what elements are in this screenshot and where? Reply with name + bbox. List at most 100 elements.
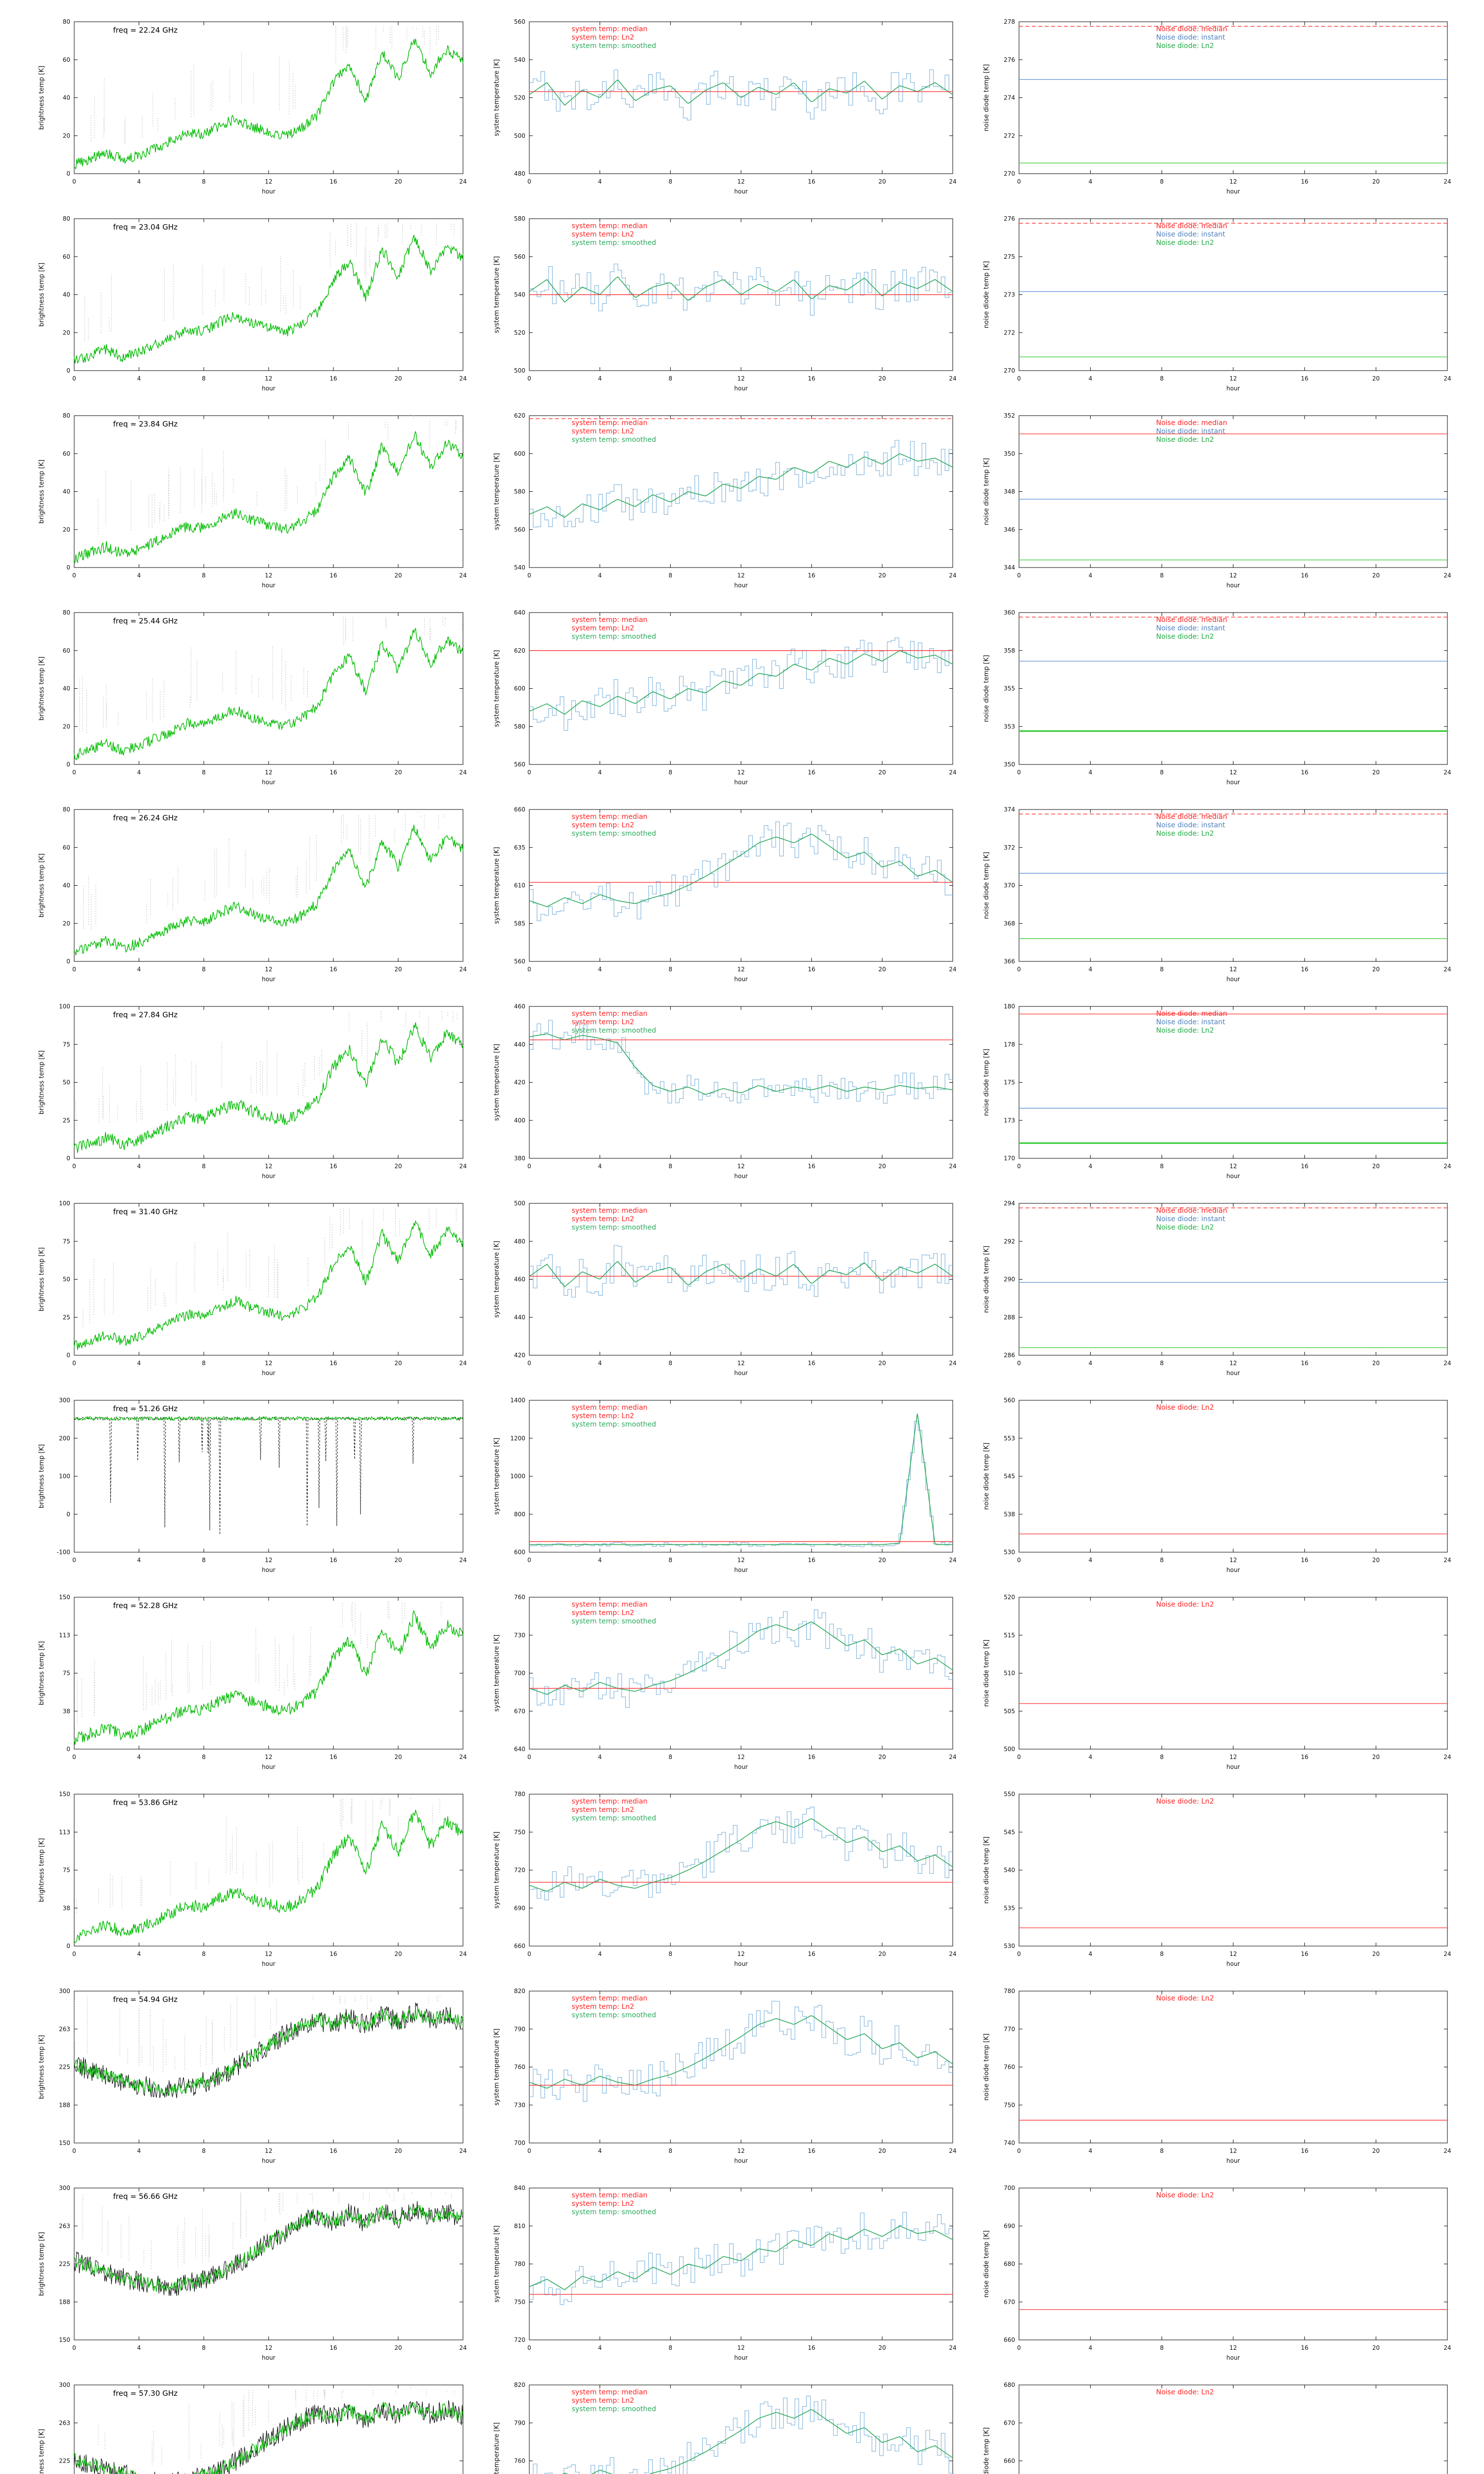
series-group <box>74 415 464 564</box>
x-tick-label: 16 <box>1301 375 1308 382</box>
x-tick-label: 8 <box>202 966 206 973</box>
series-signal <box>74 1809 464 1943</box>
x-tick-label: 12 <box>1229 572 1237 579</box>
x-tick-label: 4 <box>598 375 602 382</box>
y-tick-label: 0 <box>66 367 70 374</box>
x-tick-label: 24 <box>459 769 466 776</box>
x-tick-label: 16 <box>808 1557 815 1564</box>
x-axis-label: hour <box>262 2354 276 2361</box>
y-tick-label: 50 <box>63 1276 70 1283</box>
y-tick-label: 780 <box>514 2261 525 2268</box>
y-tick-label: 790 <box>514 2026 525 2033</box>
right-plot-panel: 350 353 355 358 360 0 4 8 12 16 20 24 noise diode te… <box>979 599 1454 791</box>
x-tick-label: 4 <box>137 1951 141 1957</box>
x-axis-label: hour <box>734 1960 748 1967</box>
x-tick-label: 0 <box>527 769 531 776</box>
legend-entry: Noise diode: instant <box>1156 1215 1225 1223</box>
y-tick-label: 500 <box>1004 1746 1015 1753</box>
y-tick-label: 420 <box>514 1079 525 1086</box>
x-axis-label: hour <box>262 1370 276 1377</box>
legend-entry: Noise diode: Ln2 <box>1156 1224 1214 1232</box>
legend-entry: system temp: smoothed <box>572 1618 656 1625</box>
series-group <box>529 1413 953 1547</box>
y-tick-label: 175 <box>1004 1079 1015 1086</box>
y-axis-label: noise diode temp [K] <box>983 1837 990 1904</box>
y-tick-label: 690 <box>514 1904 525 1911</box>
legend-entry: system temp: Ln2 <box>572 1018 634 1026</box>
x-axis-label: hour <box>262 1567 276 1573</box>
chart-svg: 270 272 274 276 278 0 4 8 12 16 20 24 noise diode te… <box>983 18 1451 195</box>
y-tick-label: 730 <box>514 1632 525 1639</box>
y-tick-label: 635 <box>514 844 525 851</box>
y-axis-label: noise diode temp [K] <box>983 1246 990 1313</box>
y-tick-label: 600 <box>514 685 525 692</box>
y-axis-label: brightness temp [K] <box>38 263 46 327</box>
y-tick-label: 350 <box>1004 761 1015 768</box>
x-tick-label: 24 <box>459 1360 466 1367</box>
left-plot-panel: 150 188 225 263 300 0 4 8 12 16 20 24 brightness tem… <box>35 1977 470 2170</box>
axis-box <box>74 1597 464 1750</box>
y-tick-label: 670 <box>1004 2298 1015 2305</box>
x-tick-label: 0 <box>1017 1557 1021 1564</box>
x-tick-label: 8 <box>202 1163 206 1170</box>
series-smoothed <box>529 1621 953 1695</box>
y-tick-label: 770 <box>1004 2026 1015 2033</box>
x-tick-label: 16 <box>808 769 815 776</box>
x-tick-label: 8 <box>202 1557 206 1564</box>
x-tick-label: 24 <box>1443 2147 1451 2154</box>
x-tick-label: 4 <box>137 1360 141 1367</box>
y-tick-label: 740 <box>1004 2140 1015 2146</box>
y-tick-label: 225 <box>59 2064 70 2071</box>
x-tick-label: 16 <box>808 178 815 185</box>
y-tick-label: 553 <box>1004 1435 1015 1442</box>
x-axis-label: hour <box>734 1173 748 1180</box>
series-signal <box>74 1610 464 1745</box>
y-tick-label: 810 <box>514 2223 525 2230</box>
x-tick-label: 8 <box>202 178 206 185</box>
x-axis-label: hour <box>734 976 748 983</box>
y-axis-label: noise diode temp [K] <box>983 1640 990 1707</box>
x-tick-label: 8 <box>669 1163 673 1170</box>
legend-entry: Noise diode: Ln2 <box>1156 1601 1214 1609</box>
x-tick-label: 0 <box>527 1951 531 1957</box>
x-tick-label: 4 <box>598 1360 602 1367</box>
x-tick-label: 20 <box>394 375 402 382</box>
y-tick-label: 60 <box>63 844 70 851</box>
x-tick-label: 8 <box>1160 375 1164 382</box>
x-tick-label: 16 <box>808 572 815 579</box>
x-tick-label: 0 <box>72 2344 76 2351</box>
chart-svg: 150 188 225 263 300 0 4 8 12 16 20 24 brightness tem… <box>38 1988 467 2164</box>
legend-entry: system temp: smoothed <box>572 830 656 838</box>
axis-box <box>1019 415 1448 568</box>
x-tick-label: 4 <box>1089 2344 1093 2351</box>
y-tick-label: 60 <box>63 56 70 63</box>
x-tick-label: 8 <box>202 572 206 579</box>
x-tick-label: 16 <box>1301 1557 1308 1564</box>
y-tick-label: 292 <box>1004 1238 1015 1245</box>
y-tick-label: 560 <box>514 958 525 965</box>
axis-box <box>74 1006 464 1159</box>
x-tick-label: 12 <box>737 2344 744 2351</box>
y-tick-label: 150 <box>59 2140 70 2146</box>
series-instant <box>529 1020 953 1104</box>
chart-svg: 380 400 420 440 460 0 4 8 12 16 20 24 system tempera… <box>493 1003 957 1180</box>
x-axis-label: hour <box>734 2157 748 2164</box>
x-tick-label: 12 <box>265 966 272 973</box>
series-group <box>74 2189 464 2296</box>
x-tick-label: 12 <box>737 1557 744 1564</box>
series-signal <box>74 1416 464 1422</box>
x-tick-label: 16 <box>1301 1754 1308 1760</box>
series-instant <box>529 637 953 731</box>
x-tick-label: 16 <box>1301 1951 1308 1957</box>
y-axis-label: system temperature [K] <box>493 256 501 333</box>
freq-label: freq = 23.84 GHz <box>113 420 178 428</box>
left-plot-panel: 0 38 75 113 150 0 4 8 12 16 20 24 brightness temp [K… <box>35 1780 470 1973</box>
series-group <box>74 1416 464 1535</box>
x-tick-label: 0 <box>72 1163 76 1170</box>
x-tick-label: 4 <box>1089 572 1093 579</box>
y-axis-label: noise diode temp [K] <box>983 2034 990 2101</box>
x-tick-label: 24 <box>949 1557 956 1564</box>
x-tick-label: 0 <box>72 1951 76 1957</box>
freq-label: freq = 56.66 GHz <box>113 2192 178 2201</box>
freq-label: freq = 26.24 GHz <box>113 813 178 822</box>
